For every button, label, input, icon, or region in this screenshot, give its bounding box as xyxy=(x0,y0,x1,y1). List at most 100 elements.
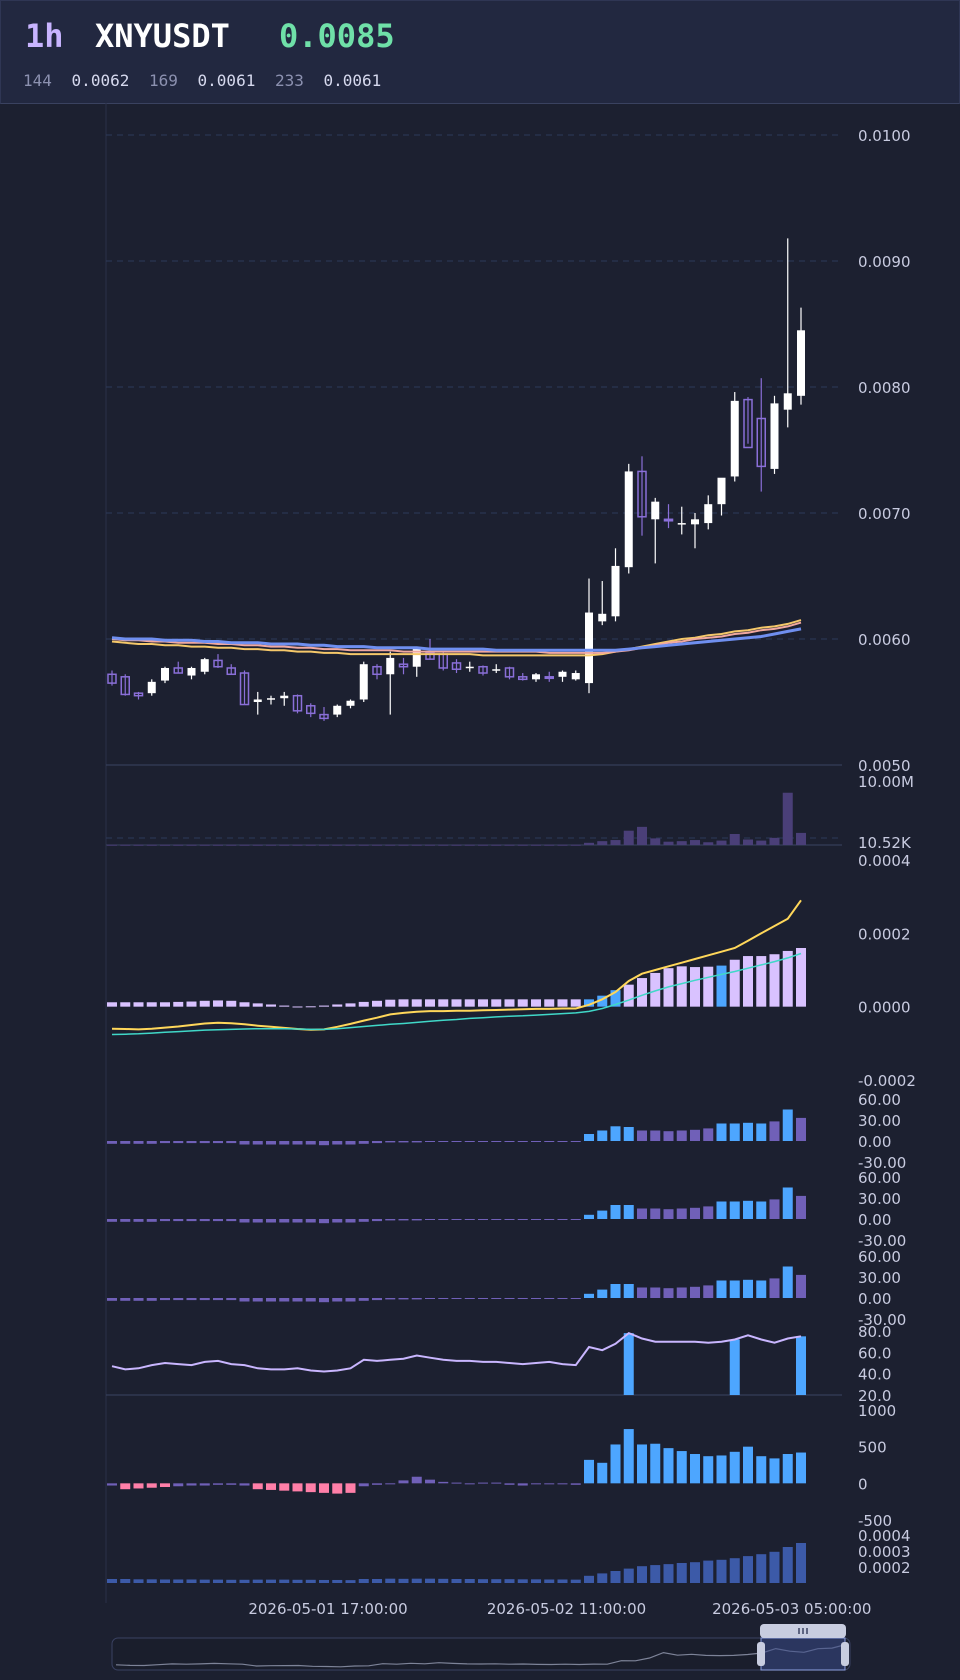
osc2-bar xyxy=(464,1219,475,1220)
rsi-highlight-bar xyxy=(729,1339,740,1395)
cci-tick-label: 500 xyxy=(858,1439,887,1457)
macd-histogram-bar xyxy=(676,966,687,1007)
macd-histogram-bar xyxy=(292,1006,303,1008)
candle-body xyxy=(372,665,382,676)
cci-bar xyxy=(663,1448,674,1484)
osc3-bar xyxy=(531,1298,541,1299)
volume-bar xyxy=(716,840,727,845)
macd-histogram-bar xyxy=(743,956,753,1007)
chart-canvas[interactable]: 0.0100 0.0090 0.0080 0.0070 0.0060 0.005010.0… xyxy=(0,103,960,1680)
price-tick-label: 0.0070 xyxy=(858,505,911,523)
osc1-bar xyxy=(266,1141,276,1145)
osc3-bar xyxy=(703,1285,714,1298)
ma-value: 0.0061 xyxy=(323,71,382,90)
macd-histogram-bar xyxy=(623,984,634,1007)
macd-histogram-bar xyxy=(398,999,409,1007)
zoom-selection-window[interactable] xyxy=(760,1637,846,1671)
osc1-bar xyxy=(279,1141,290,1145)
macd-histogram-bar xyxy=(332,1004,343,1007)
osc1-bar xyxy=(544,1141,555,1142)
candle-body xyxy=(451,662,462,670)
osc3-bar xyxy=(584,1293,594,1298)
cci-bar xyxy=(676,1451,687,1484)
last-price: 0.0085 xyxy=(279,17,395,55)
atr-tick-label: 0.0003 xyxy=(858,1543,911,1561)
osc1-bar xyxy=(213,1141,223,1144)
osc1-bar xyxy=(345,1141,356,1145)
osc1-tick-label: 60.00 xyxy=(858,1091,901,1109)
osc2-bar xyxy=(186,1219,197,1222)
candle-body xyxy=(319,713,329,720)
volume-bar xyxy=(597,841,608,845)
osc2-bar xyxy=(226,1219,237,1222)
volume-bar xyxy=(544,844,555,846)
volume-bar xyxy=(199,844,210,846)
candle-body xyxy=(346,700,355,706)
volume-bar xyxy=(120,844,131,846)
time-axis-label: 2026-05-01 17:00:00 xyxy=(248,1600,407,1618)
macd-histogram-bar xyxy=(769,954,780,1007)
osc3-bar xyxy=(239,1298,250,1302)
volume-bar xyxy=(663,841,674,845)
zoom-handle-left[interactable] xyxy=(757,1642,765,1666)
volume-bar xyxy=(743,839,753,845)
osc3-bar xyxy=(372,1298,382,1301)
volume-bar xyxy=(252,844,263,846)
volume-bar xyxy=(623,830,634,845)
macd-histogram-bar xyxy=(239,1002,250,1007)
candle-body xyxy=(677,523,686,525)
osc3-bar xyxy=(769,1278,780,1298)
cci-bar xyxy=(160,1483,170,1487)
macd-histogram-bar xyxy=(266,1004,276,1007)
osc1-bar xyxy=(107,1141,117,1144)
macd-histogram-bar xyxy=(544,999,555,1007)
osc3-bar xyxy=(464,1298,475,1299)
volume-bar xyxy=(637,826,647,845)
zoom-handle-right[interactable] xyxy=(841,1642,849,1666)
candle-body xyxy=(651,501,660,520)
volume-bar xyxy=(319,844,329,846)
osc1-bar xyxy=(226,1141,237,1144)
osc2-bar xyxy=(438,1219,449,1220)
osc1-bar xyxy=(557,1141,568,1142)
cci-bar xyxy=(372,1483,382,1485)
cci-bar xyxy=(531,1483,541,1485)
osc2-bar xyxy=(531,1219,541,1220)
volume-bar xyxy=(570,844,581,846)
candle-body xyxy=(478,665,488,674)
cci-bar xyxy=(173,1483,184,1487)
osc3-bar xyxy=(650,1287,661,1298)
atr-bar xyxy=(531,1579,541,1583)
candle-body xyxy=(756,417,766,468)
cci-bar xyxy=(451,1482,462,1484)
osc1-bar xyxy=(796,1117,806,1141)
volume-bar xyxy=(133,844,144,846)
macd-histogram-bar xyxy=(756,956,767,1007)
atr-bar xyxy=(319,1579,329,1583)
symbol-label[interactable]: XNYUSDT xyxy=(95,17,230,55)
osc1-bar xyxy=(199,1141,210,1144)
osc2-tick-label: 60.00 xyxy=(858,1169,901,1187)
macd-histogram-bar xyxy=(491,999,502,1007)
osc1-tick-label: 30.00 xyxy=(858,1112,901,1130)
osc2-bar xyxy=(544,1219,555,1220)
osc3-bar xyxy=(213,1298,223,1301)
rsi-highlight-bar xyxy=(796,1336,806,1395)
osc3-bar xyxy=(451,1298,462,1299)
volume-bar xyxy=(650,838,661,845)
osc2-tick-label: -30.00 xyxy=(858,1232,906,1250)
osc2-bar xyxy=(610,1205,621,1219)
atr-bar xyxy=(544,1579,555,1583)
osc3-bar xyxy=(597,1289,608,1298)
osc3-bar xyxy=(676,1287,687,1298)
atr-bar xyxy=(186,1579,197,1583)
cci-bar xyxy=(358,1483,369,1487)
cci-bar xyxy=(133,1483,144,1489)
macd-histogram-bar xyxy=(411,999,422,1007)
atr-bar xyxy=(610,1571,621,1583)
atr-bar xyxy=(358,1579,369,1583)
zoom-slider-track xyxy=(111,1637,851,1671)
interval-label[interactable]: 1h xyxy=(25,17,64,55)
osc2-bar xyxy=(676,1208,687,1219)
atr-bar xyxy=(782,1547,793,1583)
